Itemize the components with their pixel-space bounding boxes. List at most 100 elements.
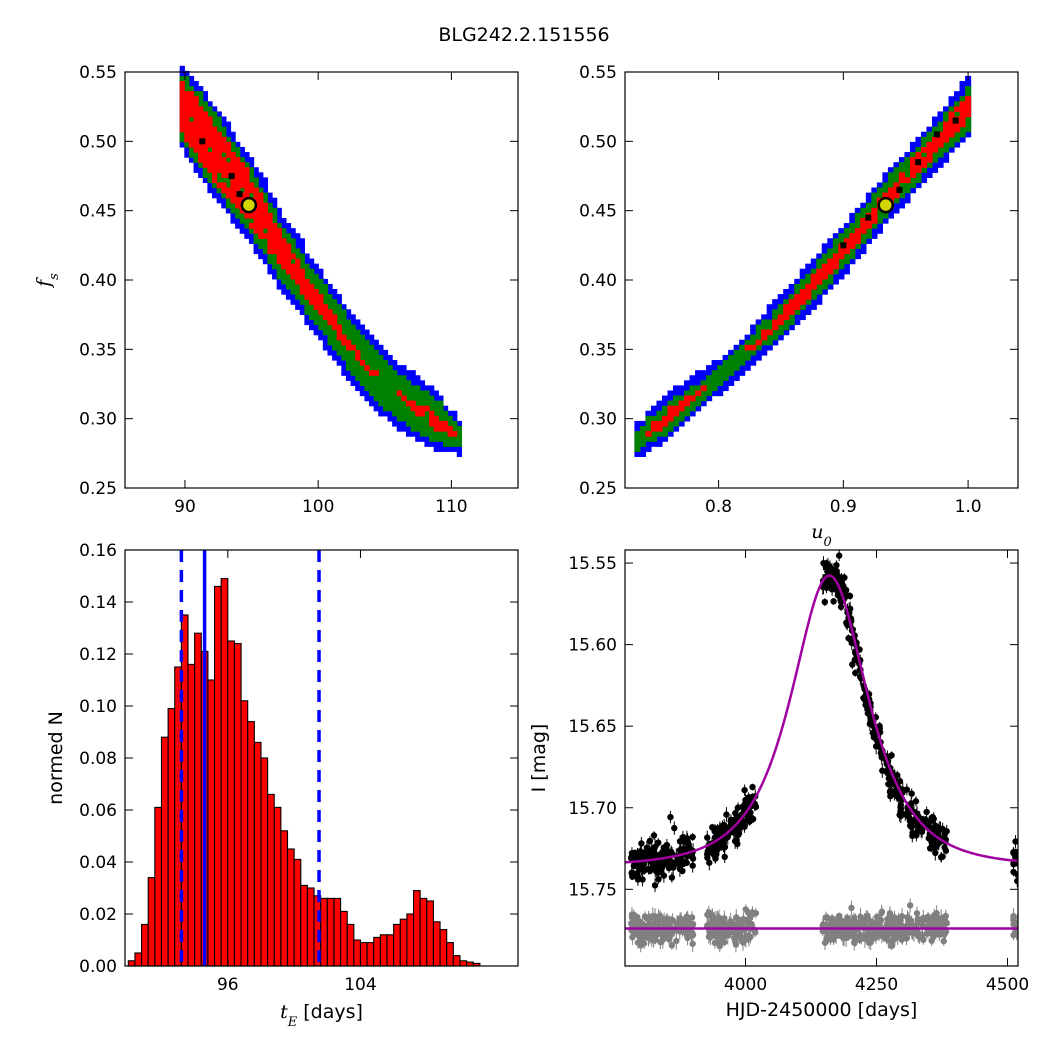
cell-3sigma bbox=[336, 354, 342, 361]
cell-2sigma bbox=[429, 431, 435, 437]
cell-3sigma bbox=[267, 268, 273, 275]
cell-2sigma bbox=[382, 375, 389, 381]
cell-1sigma bbox=[827, 268, 834, 275]
cell-2sigma bbox=[350, 354, 356, 361]
cell-3sigma bbox=[248, 162, 255, 168]
cell-1sigma bbox=[198, 126, 204, 133]
cell-1sigma bbox=[267, 238, 273, 244]
cell-2sigma bbox=[871, 192, 878, 199]
cell-1sigma bbox=[188, 126, 195, 133]
cell-2sigma bbox=[438, 405, 444, 412]
cell-2sigma bbox=[415, 385, 421, 392]
cell-2sigma bbox=[926, 162, 933, 168]
cell-3sigma bbox=[744, 334, 751, 341]
cell-2sigma bbox=[965, 116, 972, 123]
cell-2sigma bbox=[392, 385, 398, 392]
cell-1sigma bbox=[272, 228, 278, 234]
cell-2sigma bbox=[415, 390, 421, 397]
data-point bbox=[821, 598, 829, 606]
best-chi2-cell bbox=[840, 242, 847, 249]
cell-1sigma bbox=[179, 101, 185, 107]
cell-2sigma bbox=[904, 172, 911, 178]
cell-2sigma bbox=[336, 349, 342, 356]
cell-2sigma bbox=[290, 283, 296, 290]
cell-1sigma bbox=[188, 141, 195, 148]
y-tick-label: 0.25 bbox=[79, 479, 117, 499]
cell-2sigma bbox=[350, 334, 356, 341]
cell-2sigma bbox=[396, 385, 402, 392]
cell-2sigma bbox=[235, 212, 241, 219]
residual-point bbox=[653, 920, 660, 928]
cell-3sigma bbox=[447, 410, 453, 417]
cell-1sigma bbox=[942, 126, 950, 133]
cell-2sigma bbox=[442, 431, 449, 437]
cell-3sigma bbox=[656, 436, 663, 442]
cell-2sigma bbox=[419, 415, 426, 422]
cell-3sigma bbox=[281, 283, 287, 290]
data-point bbox=[671, 824, 678, 832]
cell-2sigma bbox=[838, 238, 845, 244]
cell-2sigma bbox=[700, 390, 707, 397]
histogram-bar bbox=[366, 942, 375, 967]
cell-3sigma bbox=[267, 192, 273, 199]
cell-3sigma bbox=[684, 380, 691, 386]
cell-2sigma bbox=[816, 283, 823, 290]
cell-1sigma bbox=[954, 121, 961, 128]
residual-point bbox=[733, 914, 740, 921]
cell-1sigma bbox=[221, 141, 227, 148]
cell-1sigma bbox=[225, 187, 232, 194]
cell-2sigma bbox=[179, 131, 185, 138]
residual-point bbox=[631, 918, 638, 925]
cell-3sigma bbox=[766, 314, 773, 321]
cell-3sigma bbox=[904, 197, 911, 204]
cell-2sigma bbox=[244, 217, 250, 224]
cell-1sigma bbox=[230, 167, 236, 173]
cell-2sigma bbox=[456, 441, 462, 447]
cell-1sigma bbox=[821, 263, 828, 270]
cell-1sigma bbox=[959, 116, 966, 123]
cell-2sigma bbox=[285, 273, 292, 280]
cell-2sigma bbox=[920, 167, 928, 173]
cell-3sigma bbox=[350, 319, 356, 326]
cell-3sigma bbox=[667, 390, 674, 397]
cell-2sigma bbox=[322, 329, 329, 336]
cell-3sigma bbox=[948, 146, 955, 153]
cell-2sigma bbox=[827, 253, 834, 260]
cell-3sigma bbox=[410, 431, 416, 437]
cell-1sigma bbox=[926, 146, 933, 153]
cell-1sigma bbox=[816, 273, 823, 280]
cell-2sigma bbox=[387, 400, 393, 407]
cell-3sigma bbox=[401, 425, 407, 432]
cell-2sigma bbox=[281, 278, 287, 285]
cell-3sigma bbox=[373, 400, 379, 407]
cell-2sigma bbox=[188, 152, 195, 158]
cell-3sigma bbox=[854, 253, 861, 260]
cell-2sigma bbox=[262, 238, 269, 244]
cell-2sigma bbox=[706, 390, 713, 397]
cell-2sigma bbox=[207, 172, 213, 178]
cell-1sigma bbox=[258, 223, 264, 229]
cell-1sigma bbox=[308, 283, 315, 290]
cell-3sigma bbox=[827, 238, 834, 244]
cell-3sigma bbox=[860, 248, 867, 255]
cell-3sigma bbox=[295, 233, 301, 239]
cell-3sigma bbox=[364, 390, 370, 397]
cell-2sigma bbox=[689, 405, 696, 412]
cell-2sigma bbox=[387, 395, 393, 402]
cell-1sigma bbox=[267, 243, 273, 250]
residual-point bbox=[940, 937, 947, 945]
cell-2sigma bbox=[909, 182, 917, 189]
cell-1sigma bbox=[893, 182, 900, 189]
cell-1sigma bbox=[860, 228, 867, 234]
cell-2sigma bbox=[904, 182, 911, 189]
cell-2sigma bbox=[387, 365, 393, 371]
cell-2sigma bbox=[355, 375, 361, 381]
cell-1sigma bbox=[207, 167, 213, 173]
cell-1sigma bbox=[832, 263, 839, 270]
histogram-bar bbox=[393, 923, 401, 967]
cell-2sigma bbox=[267, 258, 273, 265]
cell-3sigma bbox=[456, 420, 462, 427]
cell-1sigma bbox=[327, 319, 333, 326]
cell-2sigma bbox=[639, 425, 647, 432]
cell-2sigma bbox=[308, 309, 315, 315]
